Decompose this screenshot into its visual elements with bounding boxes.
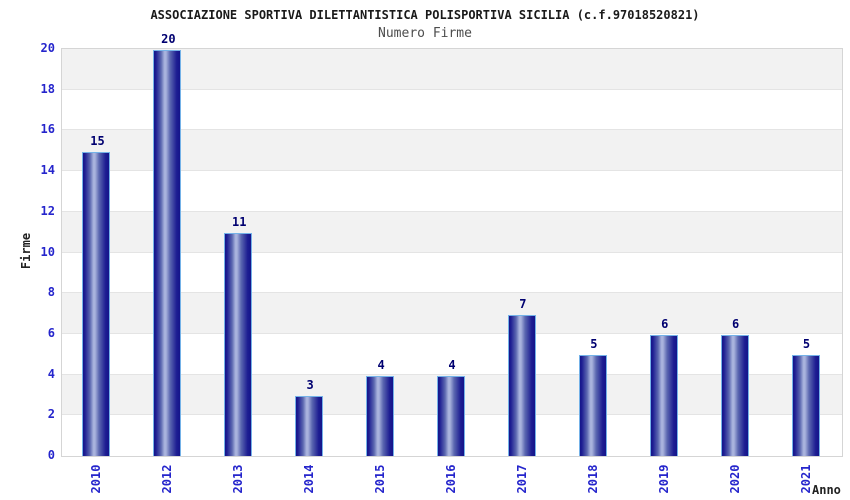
x-tick-label-2019: 2019 <box>657 464 671 494</box>
plot-band <box>62 293 842 334</box>
bar-value-label: 6 <box>661 317 669 331</box>
bar-value-label: 11 <box>232 215 247 229</box>
bar-value-label: 7 <box>519 297 527 311</box>
gridline <box>62 210 842 212</box>
y-tick-label: 12 <box>40 204 55 218</box>
bar-2017 <box>508 315 536 456</box>
y-tick-label: 20 <box>40 41 55 55</box>
bar-2021 <box>792 355 820 456</box>
x-tick-label-2013: 2013 <box>231 464 245 494</box>
plot-band <box>62 211 842 253</box>
y-tick-label: 10 <box>40 245 55 259</box>
x-tick-label-2012: 2012 <box>160 464 174 494</box>
y-tick-label: 0 <box>47 448 55 462</box>
bar-value-label: 5 <box>802 337 811 351</box>
plot-area: 15 20 11 3 4 4 7 5 6 6 5 <box>61 32 843 457</box>
y-tick-label: 16 <box>40 122 55 136</box>
bar-2014 <box>295 396 323 456</box>
bar-2013 <box>224 233 252 456</box>
bar-value-label: 5 <box>590 337 598 351</box>
bar-2015 <box>366 376 394 456</box>
gridline <box>62 292 842 294</box>
y-tick-label: 4 <box>47 367 55 381</box>
gridline <box>62 88 842 90</box>
gridline <box>62 129 842 131</box>
gridline <box>62 251 842 253</box>
x-tick-label-2014: 2014 <box>302 464 316 494</box>
plot-band <box>62 89 842 131</box>
y-tick-label: 8 <box>47 285 55 299</box>
plot-band <box>62 49 842 90</box>
y-tick-label: 18 <box>40 82 55 96</box>
gridline <box>62 170 842 172</box>
plot-band <box>62 130 842 172</box>
x-tick-label-2018: 2018 <box>586 464 600 494</box>
x-tick-label-2010: 2010 <box>89 464 103 494</box>
bar-value-label: 20 <box>161 32 176 46</box>
x-axis-title: Anno <box>812 483 841 497</box>
bar-2020 <box>721 335 749 456</box>
bar-value-label: 15 <box>90 134 105 148</box>
bar-value-label: 3 <box>306 378 314 392</box>
x-tick-label-2017: 2017 <box>515 464 529 494</box>
plot-band <box>62 333 842 375</box>
plot-band <box>62 171 842 212</box>
bar-2010 <box>82 152 110 456</box>
bar-2012 <box>153 50 181 456</box>
x-tick-label-2015: 2015 <box>373 464 387 494</box>
x-tick-label-2016: 2016 <box>444 464 458 494</box>
x-tick-label-2020: 2020 <box>728 464 742 494</box>
bar-value-label: 6 <box>732 317 740 331</box>
gridline <box>62 332 842 334</box>
y-tick-label: 2 <box>47 407 55 421</box>
plot-band <box>62 252 842 294</box>
bar-2016 <box>437 376 465 456</box>
y-tick-label: 6 <box>47 326 55 340</box>
bar-2019 <box>650 335 678 456</box>
chart-title: ASSOCIAZIONE SPORTIVA DILETTANTISTICA PO… <box>150 8 700 22</box>
x-tick-label-2021: 2021 <box>799 464 813 494</box>
bar-value-label: 4 <box>377 358 385 372</box>
gridline <box>62 373 842 375</box>
chart-subtitle: Numero Firme <box>378 26 472 41</box>
y-tick-label: 14 <box>40 163 55 177</box>
bar-value-label: 4 <box>448 358 456 372</box>
bar-2018 <box>579 355 607 456</box>
